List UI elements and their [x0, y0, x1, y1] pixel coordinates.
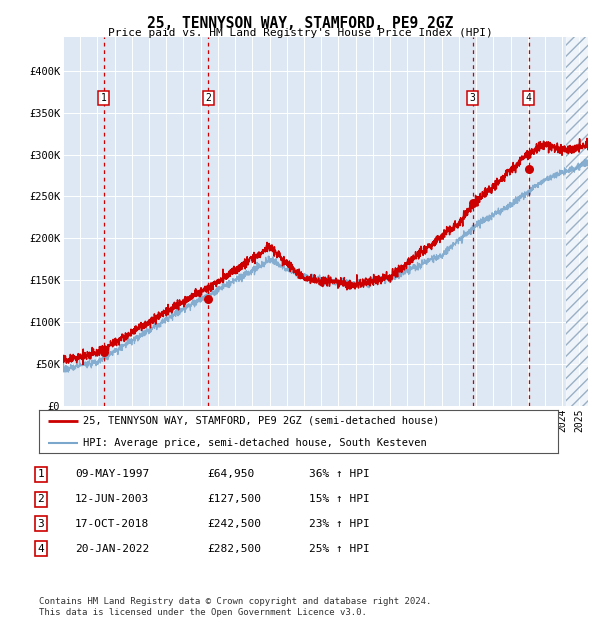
Text: 1: 1 — [101, 93, 106, 103]
Text: 25, TENNYSON WAY, STAMFORD, PE9 2GZ: 25, TENNYSON WAY, STAMFORD, PE9 2GZ — [147, 16, 453, 30]
Text: HPI: Average price, semi-detached house, South Kesteven: HPI: Average price, semi-detached house,… — [83, 438, 427, 448]
Text: £282,500: £282,500 — [207, 544, 261, 554]
Text: £64,950: £64,950 — [207, 469, 254, 479]
Text: Contains HM Land Registry data © Crown copyright and database right 2024.
This d: Contains HM Land Registry data © Crown c… — [39, 598, 431, 617]
Text: £127,500: £127,500 — [207, 494, 261, 504]
Text: 09-MAY-1997: 09-MAY-1997 — [75, 469, 149, 479]
Text: 15% ↑ HPI: 15% ↑ HPI — [309, 494, 370, 504]
Text: 36% ↑ HPI: 36% ↑ HPI — [309, 469, 370, 479]
Text: 25% ↑ HPI: 25% ↑ HPI — [309, 544, 370, 554]
Text: £242,500: £242,500 — [207, 519, 261, 529]
Bar — [566, 37, 588, 406]
Text: 25, TENNYSON WAY, STAMFORD, PE9 2GZ (semi-detached house): 25, TENNYSON WAY, STAMFORD, PE9 2GZ (sem… — [83, 416, 439, 426]
Text: 3: 3 — [470, 93, 476, 103]
Text: 4: 4 — [37, 544, 44, 554]
Text: 3: 3 — [37, 519, 44, 529]
Text: 2: 2 — [37, 494, 44, 504]
Text: 1: 1 — [37, 469, 44, 479]
Text: 20-JAN-2022: 20-JAN-2022 — [75, 544, 149, 554]
Text: 12-JUN-2003: 12-JUN-2003 — [75, 494, 149, 504]
Text: 17-OCT-2018: 17-OCT-2018 — [75, 519, 149, 529]
Bar — [566, 37, 588, 406]
Text: 4: 4 — [526, 93, 532, 103]
Text: Price paid vs. HM Land Registry's House Price Index (HPI): Price paid vs. HM Land Registry's House … — [107, 28, 493, 38]
Text: 23% ↑ HPI: 23% ↑ HPI — [309, 519, 370, 529]
Text: 2: 2 — [205, 93, 211, 103]
